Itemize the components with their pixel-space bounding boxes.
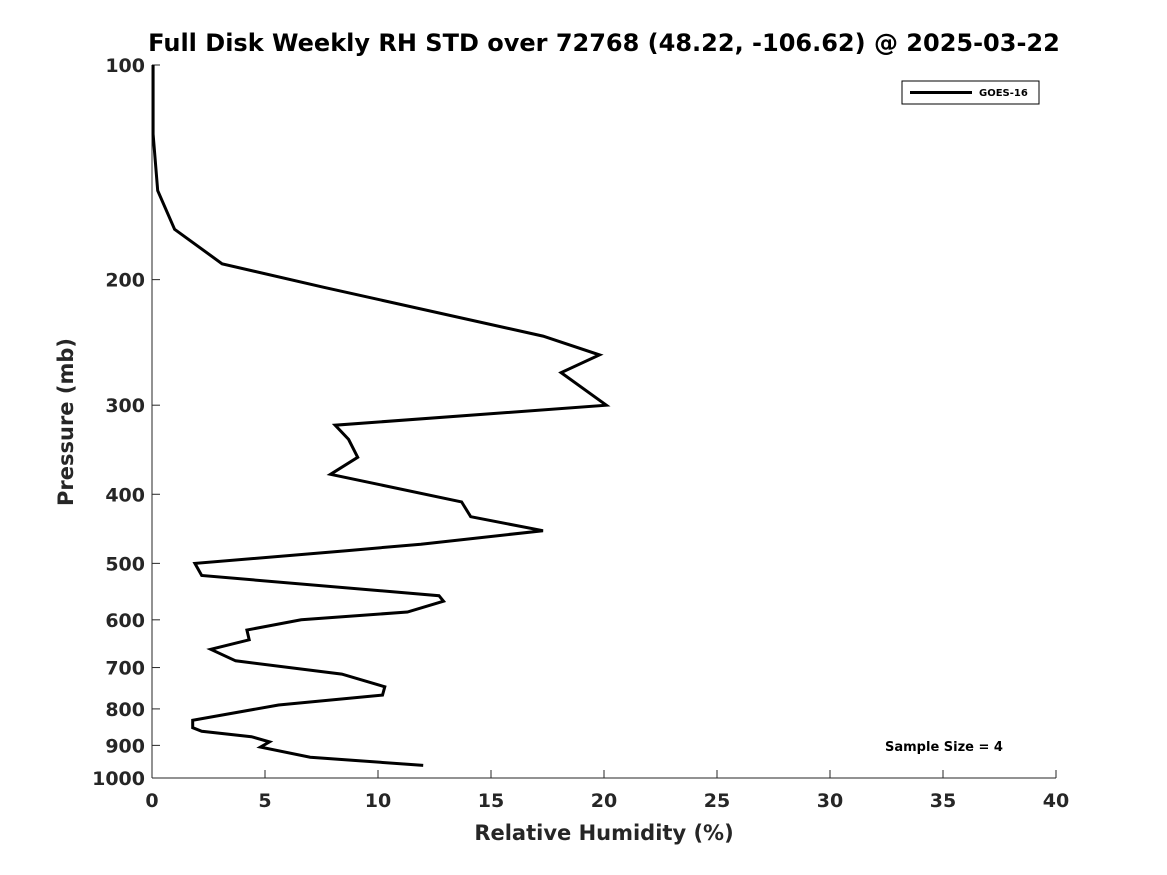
x-tick-label: 30 xyxy=(817,790,843,812)
sample-size-annotation: Sample Size = 4 xyxy=(885,740,1003,755)
y-tick-label: 200 xyxy=(105,270,145,292)
legend-label-goes-16: GOES-16 xyxy=(979,88,1028,99)
x-tick-label: 35 xyxy=(930,790,956,812)
y-tick-label: 900 xyxy=(105,735,145,757)
ticks: 0 5 10 15 20 25 30 35 40 100 200 300 400 500 600 700 800… xyxy=(92,55,1069,812)
x-tick-label: 5 xyxy=(258,790,271,812)
y-tick-label: 700 xyxy=(105,658,145,680)
y-tick-label: 800 xyxy=(105,699,145,721)
legend: GOES-16 xyxy=(901,80,1040,105)
y-tick-label: 300 xyxy=(105,395,145,417)
y-tick-label: 600 xyxy=(105,610,145,632)
x-tick-label: 10 xyxy=(365,790,391,812)
x-tick-label: 20 xyxy=(591,790,617,812)
x-tick-label: 25 xyxy=(704,790,730,812)
y-axis-label: Pressure (mb) xyxy=(54,338,78,506)
y-tick-label: 1000 xyxy=(92,768,145,790)
x-tick-label: 40 xyxy=(1043,790,1069,812)
series-line-goes-16 xyxy=(151,65,611,767)
series-lines xyxy=(151,65,611,767)
x-tick-label: 15 xyxy=(478,790,504,812)
axes xyxy=(151,65,1056,779)
x-tick-label: 0 xyxy=(145,790,158,812)
y-tick-label: 500 xyxy=(105,553,145,575)
y-tick-label: 100 xyxy=(105,55,145,77)
x-axis-label: Relative Humidity (%) xyxy=(474,821,733,845)
chart-title: Full Disk Weekly RH STD over 72768 (48.2… xyxy=(148,29,1060,57)
y-tick-label: 400 xyxy=(105,484,145,506)
